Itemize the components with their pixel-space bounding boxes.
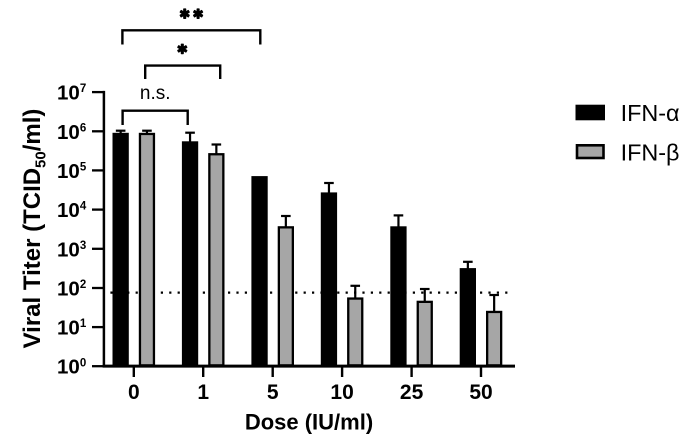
svg-text:5: 5 [267,381,279,404]
svg-text:106: 106 [57,121,86,144]
svg-text:100: 100 [57,356,86,379]
svg-text:10: 10 [330,381,353,404]
svg-text:Viral Titer (TCID50/ml): Viral Titer (TCID50/ml) [19,109,50,349]
svg-text:25: 25 [400,381,424,404]
svg-text:102: 102 [57,278,86,301]
svg-text:n.s.: n.s. [140,83,171,104]
svg-text:50: 50 [469,381,492,404]
svg-text:IFN-α: IFN-α [621,100,680,126]
svg-text:Dose (IU/ml): Dose (IU/ml) [245,410,373,435]
svg-text:IFN-β: IFN-β [621,139,680,165]
svg-text:0: 0 [128,381,140,404]
svg-text:103: 103 [57,238,86,261]
svg-text:101: 101 [57,317,87,340]
svg-text:104: 104 [57,199,87,222]
svg-text:105: 105 [57,160,87,183]
svg-text:1: 1 [197,381,209,404]
svg-text:107: 107 [57,82,86,105]
